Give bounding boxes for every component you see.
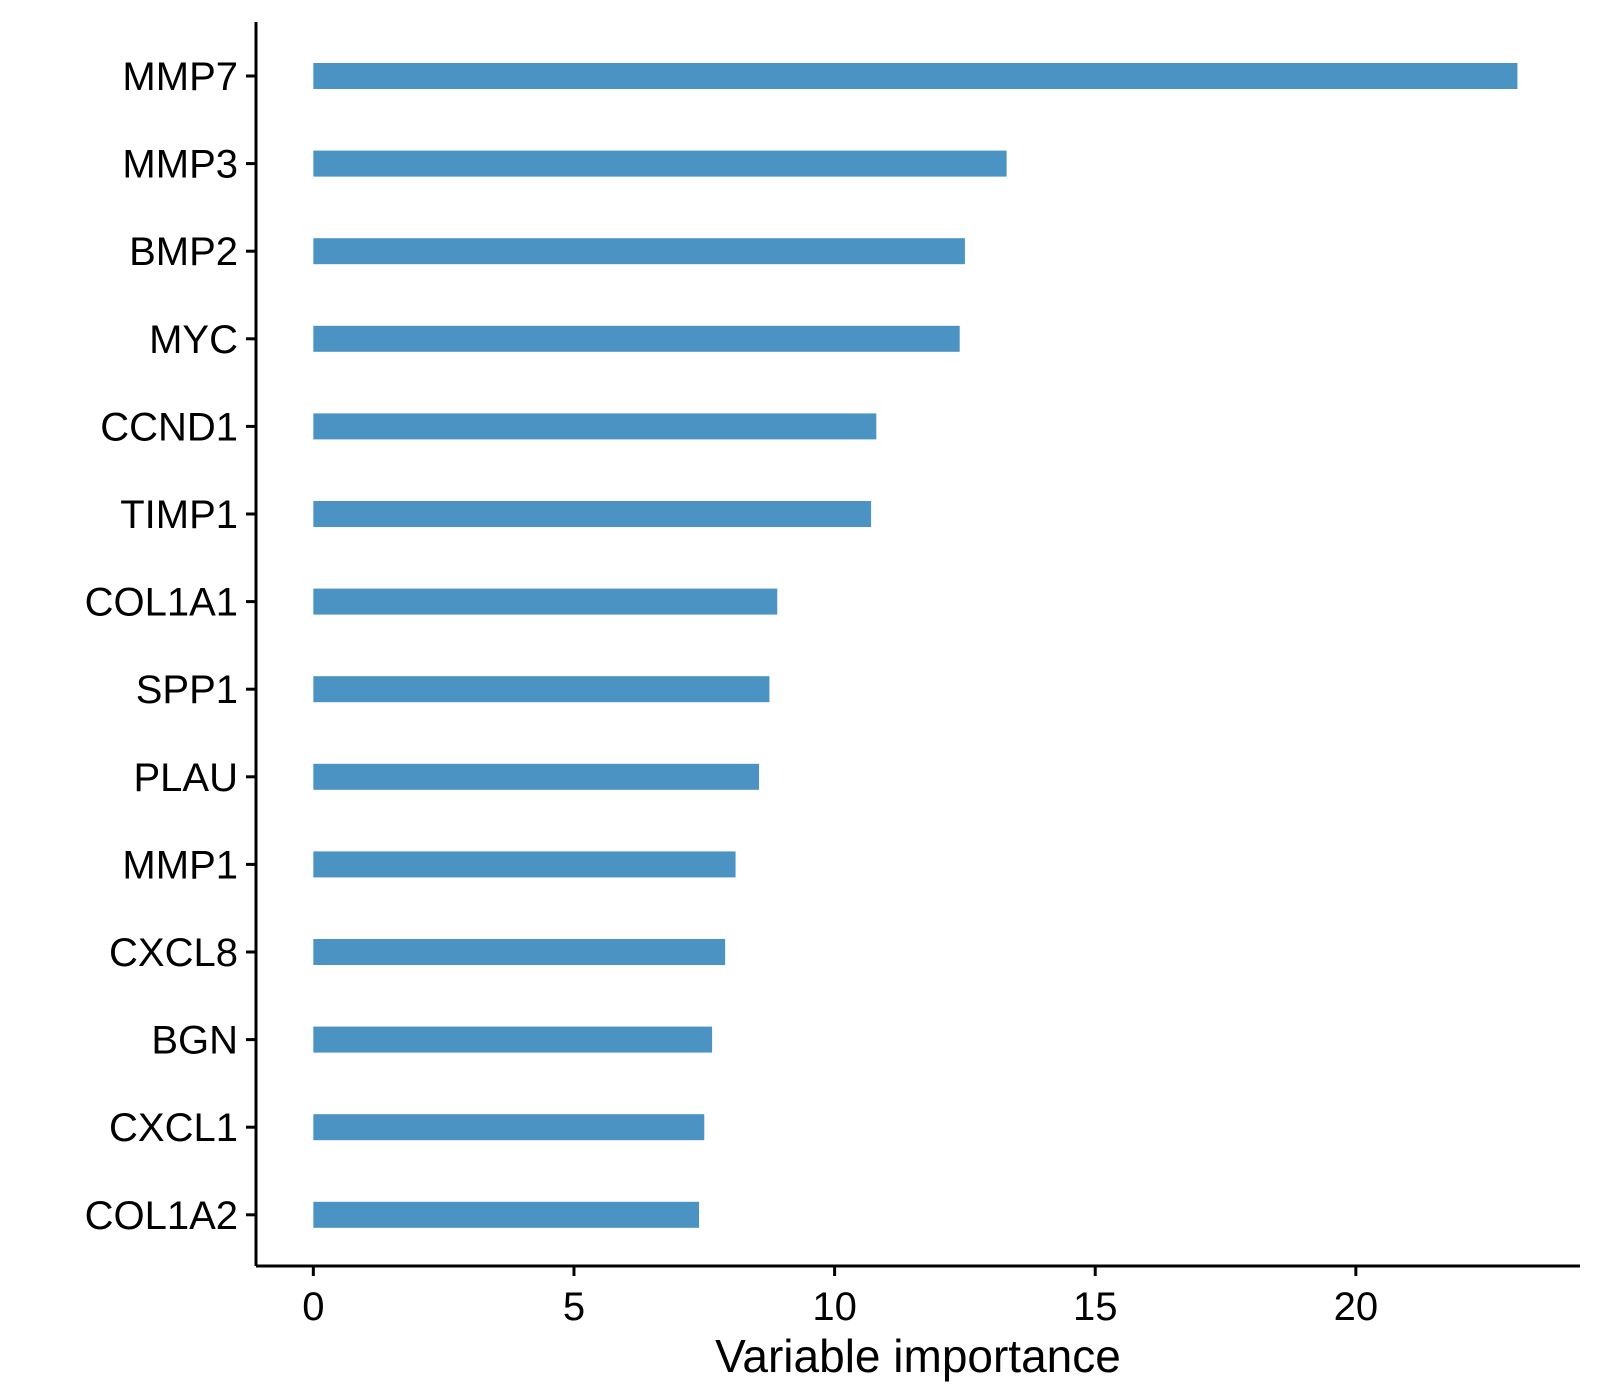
bar-timp1 (313, 501, 872, 527)
bar-spp1 (313, 676, 770, 703)
y-tick-label: MYC (149, 318, 238, 362)
bar-cxcl8 (313, 939, 726, 965)
bar-mmp7 (313, 63, 1518, 89)
bar-bmp2 (313, 238, 965, 265)
bars-group (313, 63, 1518, 1228)
y-tick-label: SPP1 (136, 668, 238, 712)
bar-col1a2 (313, 1201, 700, 1228)
y-tick-label: CCND1 (100, 405, 238, 449)
y-tick-label: PLAU (134, 756, 239, 800)
y-tick-label: TIMP1 (120, 493, 238, 537)
x-tick-label: 15 (1073, 1285, 1118, 1329)
y-tick-label: BMP2 (129, 230, 238, 274)
bar-mmp3 (313, 150, 1007, 177)
x-tick-label: 10 (812, 1285, 857, 1329)
x-axis-ticks: 0 5 10 15 20 (302, 1266, 1378, 1329)
y-tick-label: COL1A1 (85, 581, 238, 625)
x-tick-label: 5 (563, 1285, 585, 1329)
y-tick-label: MMP7 (122, 55, 238, 99)
bar-col1a1 (313, 588, 778, 615)
bar-bgn (313, 1026, 713, 1053)
bar-mmp1 (313, 851, 736, 878)
y-tick-label: CXCL1 (109, 1106, 238, 1150)
x-tick-label: 0 (302, 1285, 324, 1329)
y-axis-ticks: MMP7 MMP3 BMP2 MYC CCND1 TIMP1 COL1A1 SPP1 PLAU M… (85, 55, 256, 1238)
y-tick-label: BGN (151, 1019, 238, 1063)
bar-plau (313, 763, 760, 790)
x-tick-label: 20 (1334, 1285, 1379, 1329)
bar-cxcl1 (313, 1114, 705, 1141)
y-tick-label: COL1A2 (85, 1194, 238, 1238)
x-axis-title: Variable importance (715, 1330, 1121, 1382)
bar-myc (313, 325, 960, 352)
y-tick-label: MMP3 (122, 143, 238, 187)
bar-ccnd1 (313, 413, 877, 440)
y-tick-label: CXCL8 (109, 931, 238, 975)
y-tick-label: MMP1 (122, 843, 238, 887)
